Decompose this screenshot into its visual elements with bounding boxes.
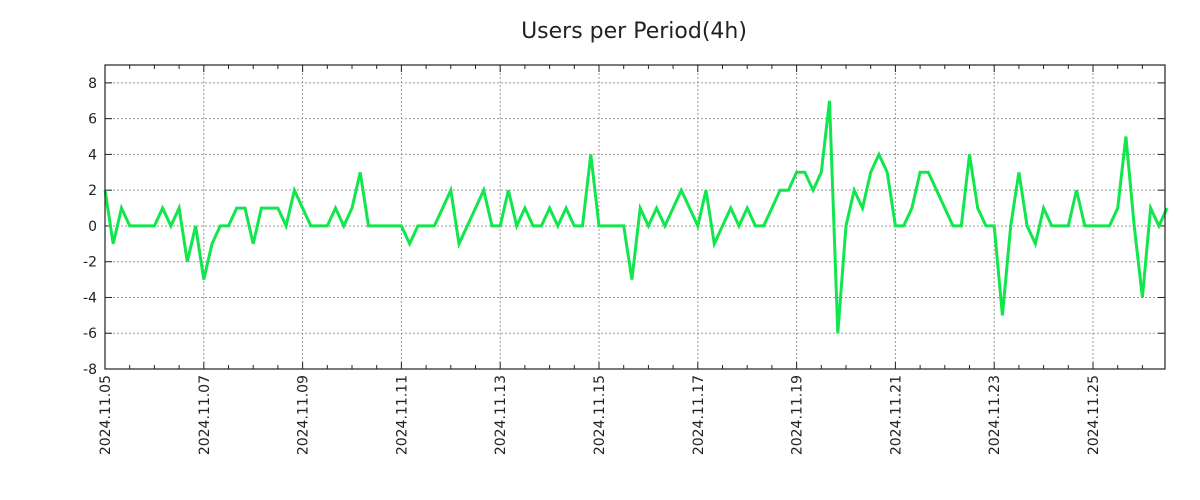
y-tick-label: -8 [83,362,97,378]
y-tick-label: -4 [83,290,97,306]
x-tick-label: 2024.11.19 [790,375,806,455]
plot-frame [104,64,1166,370]
x-tick-label: 2024.11.13 [493,375,509,455]
y-axis-labels: -8 -6 -4 -2 0 2 4 6 8 [83,76,97,378]
y-tick-label: 6 [88,112,97,128]
x-tick-label: 2024.11.07 [197,375,213,455]
axis-ticks [104,65,1165,370]
y-tick-label: -6 [83,326,97,342]
x-tick-label: 2024.11.09 [296,375,312,455]
x-tick-label: 2024.11.25 [1086,375,1102,455]
chart-title: Users per Period(4h) [521,19,747,44]
x-tick-label: 2024.11.23 [987,375,1003,455]
x-tick-label: 2024.11.17 [691,375,707,455]
x-tick-label: 2024.11.15 [592,375,608,455]
x-tick-label: 2024.11.05 [98,375,114,455]
y-tick-label: 0 [88,219,97,235]
x-tick-label: 2024.11.11 [394,375,410,455]
x-tick-label: 2024.11.21 [888,375,904,455]
y-tick-label: 2 [88,183,97,199]
grid [104,65,1165,370]
y-tick-label: 8 [88,76,97,92]
x-axis-labels: 2024.11.05 2024.11.07 2024.11.09 2024.11.11… [98,375,1102,455]
series-line-users [103,100,1169,334]
y-tick-label: 4 [88,147,97,163]
y-tick-label: -2 [83,255,97,271]
